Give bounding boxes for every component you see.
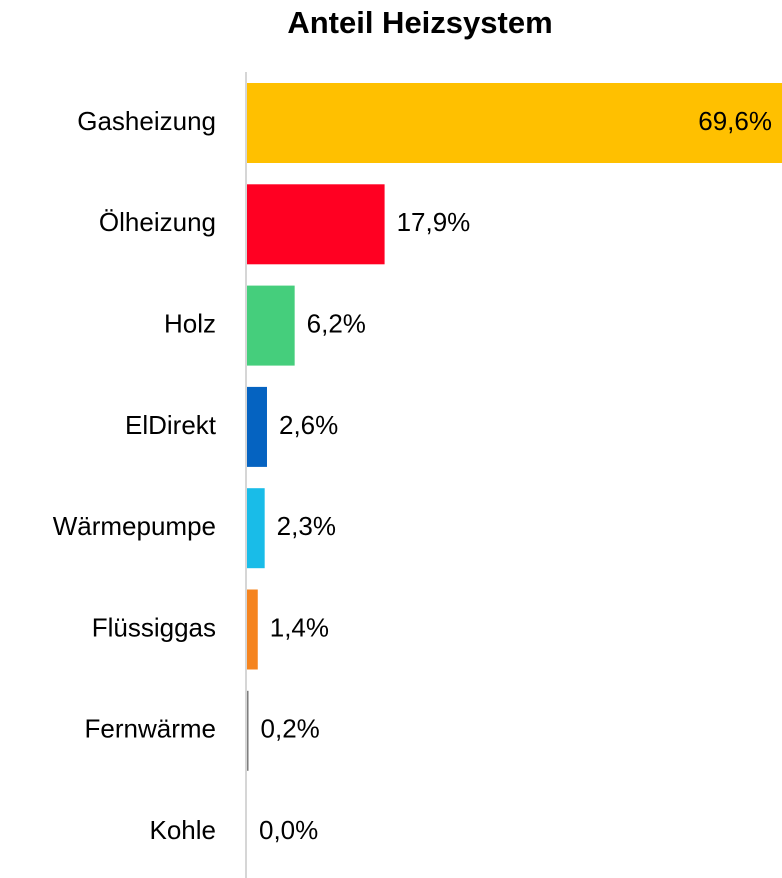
y-tick-label: Kohle [150, 815, 217, 845]
y-tick-label: ElDirekt [125, 410, 217, 440]
value-label: 0,2% [261, 714, 320, 744]
y-tick-label: Fernwärme [85, 714, 216, 744]
y-tick-label: Wärmepumpe [53, 511, 216, 541]
bar [247, 488, 265, 569]
bar [247, 285, 295, 366]
bar [247, 184, 385, 265]
value-label: 17,9% [397, 207, 471, 237]
y-tick-label: Flüssiggas [92, 612, 216, 642]
value-label: 2,3% [277, 511, 336, 541]
value-label: 2,6% [279, 410, 338, 440]
y-tick-label: Holz [164, 308, 216, 338]
value-label: 6,2% [307, 308, 366, 338]
bar [247, 589, 258, 670]
bar [247, 83, 782, 163]
value-label: 1,4% [270, 612, 329, 642]
bar [247, 386, 267, 467]
y-tick-label: Ölheizung [99, 207, 216, 237]
chart-title: Anteil Heizsystem [287, 5, 552, 40]
bar [247, 690, 249, 771]
y-tick-label: Gasheizung [77, 106, 216, 136]
value-label: 69,6% [698, 106, 772, 136]
value-label: 0,0% [259, 815, 318, 845]
